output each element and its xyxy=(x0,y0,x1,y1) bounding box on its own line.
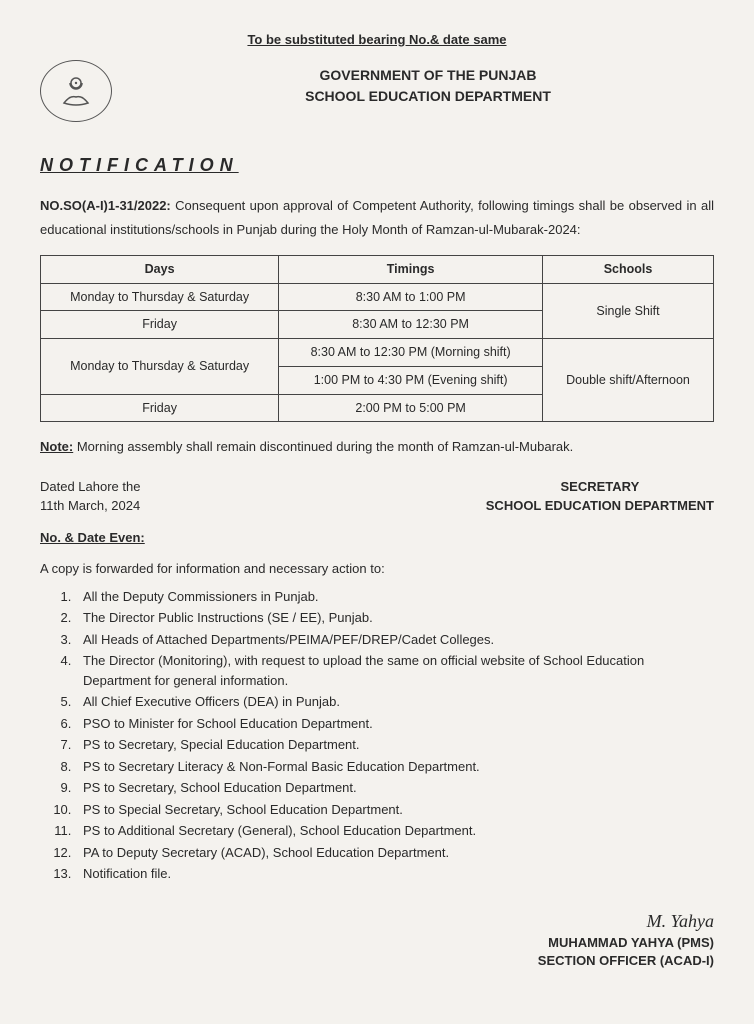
note-label: Note: xyxy=(40,439,73,454)
cell-school: Double shift/Afternoon xyxy=(543,339,714,422)
list-item: PS to Secretary, Special Education Depar… xyxy=(75,735,714,755)
cell-days: Friday xyxy=(41,311,279,339)
list-item: PS to Special Secretary, School Educatio… xyxy=(75,800,714,820)
cell-days: Monday to Thursday & Saturday xyxy=(41,339,279,395)
timings-table: Days Timings Schools Monday to Thursday … xyxy=(40,255,714,423)
table-row: Monday to Thursday & Saturday 8:30 AM to… xyxy=(41,339,714,367)
list-item: PS to Secretary, School Education Depart… xyxy=(75,778,714,798)
list-item: Notification file. xyxy=(75,864,714,884)
list-item: The Director (Monitoring), with request … xyxy=(75,651,714,690)
secretary-line2: SCHOOL EDUCATION DEPARTMENT xyxy=(486,496,714,516)
signature-block: M. Yahya MUHAMMAD YAHYA (PMS) SECTION OF… xyxy=(40,909,714,971)
cell-time: 8:30 AM to 1:00 PM xyxy=(279,283,543,311)
dated-line1: Dated Lahore the xyxy=(40,477,140,497)
col-schools: Schools xyxy=(543,255,714,283)
col-timings: Timings xyxy=(279,255,543,283)
list-item: All Heads of Attached Departments/PEIMA/… xyxy=(75,630,714,650)
date-secretary-row: Dated Lahore the 11th March, 2024 SECRET… xyxy=(40,477,714,516)
govt-crest-emblem xyxy=(40,60,112,122)
cell-time: 8:30 AM to 12:30 PM (Morning shift) xyxy=(279,339,543,367)
no-date-even: No. & Date Even: xyxy=(40,528,714,548)
note-text: Morning assembly shall remain discontinu… xyxy=(77,439,573,454)
cell-days: Friday xyxy=(41,394,279,422)
col-days: Days xyxy=(41,255,279,283)
dated-line2: 11th March, 2024 xyxy=(40,496,140,516)
notification-heading: NOTIFICATION xyxy=(40,152,714,179)
intro-paragraph: NO.SO(A-I)1-31/2022: Consequent upon app… xyxy=(40,194,714,243)
signatory-name: MUHAMMAD YAHYA (PMS) xyxy=(40,934,714,952)
list-item: All the Deputy Commissioners in Punjab. xyxy=(75,587,714,607)
dated-block: Dated Lahore the 11th March, 2024 xyxy=(40,477,140,516)
table-header-row: Days Timings Schools xyxy=(41,255,714,283)
cell-time: 2:00 PM to 5:00 PM xyxy=(279,394,543,422)
secretary-block: SECRETARY SCHOOL EDUCATION DEPARTMENT xyxy=(486,477,714,516)
list-item: The Director Public Instructions (SE / E… xyxy=(75,608,714,628)
header-line2: SCHOOL EDUCATION DEPARTMENT xyxy=(142,86,714,107)
distribution-list: All the Deputy Commissioners in Punjab. … xyxy=(40,587,714,884)
list-item: PA to Deputy Secretary (ACAD), School Ed… xyxy=(75,843,714,863)
copy-forward-intro: A copy is forwarded for information and … xyxy=(40,559,714,579)
cell-time: 8:30 AM to 12:30 PM xyxy=(279,311,543,339)
cell-days: Monday to Thursday & Saturday xyxy=(41,283,279,311)
cell-school: Single Shift xyxy=(543,283,714,339)
note-paragraph: Note: Morning assembly shall remain disc… xyxy=(40,437,714,457)
list-item: All Chief Executive Officers (DEA) in Pu… xyxy=(75,692,714,712)
substitute-line: To be substituted bearing No.& date same xyxy=(40,30,714,50)
list-item: PS to Secretary Literacy & Non-Formal Ba… xyxy=(75,757,714,777)
header-titles: GOVERNMENT OF THE PUNJAB SCHOOL EDUCATIO… xyxy=(142,60,714,107)
secretary-line1: SECRETARY xyxy=(486,477,714,497)
header-line1: GOVERNMENT OF THE PUNJAB xyxy=(142,65,714,86)
cell-time: 1:00 PM to 4:30 PM (Evening shift) xyxy=(279,366,543,394)
reference-number: NO.SO(A-I)1-31/2022: xyxy=(40,198,171,213)
list-item: PS to Additional Secretary (General), Sc… xyxy=(75,821,714,841)
crest-icon xyxy=(56,71,96,111)
header-row: GOVERNMENT OF THE PUNJAB SCHOOL EDUCATIO… xyxy=(40,60,714,122)
list-item: PSO to Minister for School Education Dep… xyxy=(75,714,714,734)
signatory-title: SECTION OFFICER (ACAD-I) xyxy=(40,952,714,970)
signature-scribble: M. Yahya xyxy=(40,909,714,934)
table-row: Monday to Thursday & Saturday 8:30 AM to… xyxy=(41,283,714,311)
